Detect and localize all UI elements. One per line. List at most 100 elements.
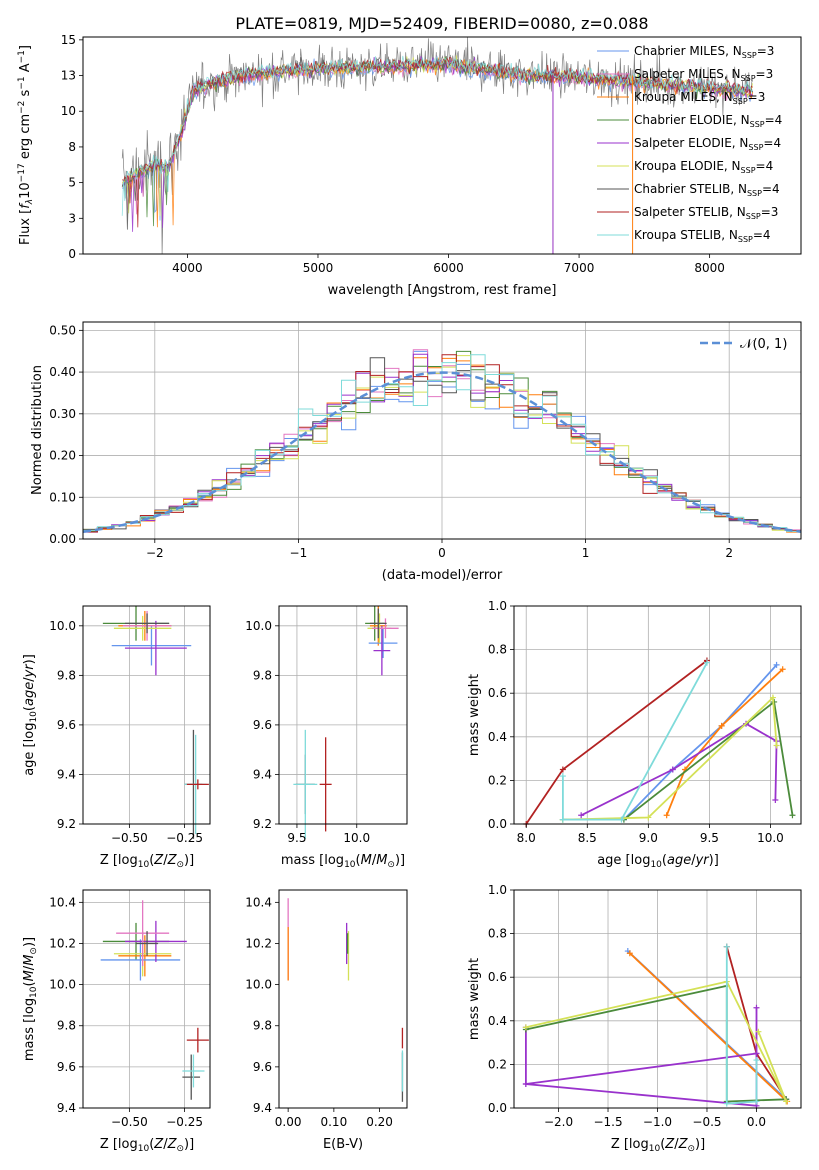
x-tick-label: 1 (582, 546, 590, 560)
y-tick-label: 9.8 (57, 1019, 76, 1033)
weight-vs-age-frame (513, 605, 802, 825)
spectrum-series (121, 36, 754, 255)
legend-label: Salpeter STELIB, NSSP=3 (634, 205, 778, 221)
mass-vs-z-frame (82, 889, 211, 1109)
weight-marker (618, 816, 625, 823)
y-tick-label: 0.8 (488, 927, 507, 941)
y-tick-label: 0.0 (488, 817, 507, 831)
spectrum-ticks: 4000 5000 6000 7000 8000 0 3 5 8 10 13 15 (61, 33, 725, 275)
weight-marker (753, 1004, 760, 1011)
model-spectrum-line (121, 56, 753, 228)
weight-vs-z-panel: −2.0 −1.5 −1.0 −0.5 0.0 0.0 0.2 0.4 0.6 0.8 1.0 Z … (467, 883, 802, 1154)
y-tick-label: 0.6 (488, 686, 507, 700)
age-vs-z-panel: −0.50 −0.25 9.2 9.4 9.6 9.8 10.0 Z [log10(Z/Z⊙… (22, 605, 211, 870)
weight-marker (753, 1098, 760, 1105)
weight-marker (755, 1028, 762, 1035)
weight-marker (559, 766, 566, 773)
y-tick-label: 0.50 (49, 323, 76, 337)
legend-label: Salpeter ELODIE, NSSP=4 (634, 136, 781, 152)
mass-vs-z-panel: −0.50 −0.25 9.4 9.6 9.8 10.0 10.2 10.4 Z [log10… (22, 889, 211, 1154)
y-tick-label: 10.2 (245, 936, 272, 950)
x-tick-label: 9.0 (639, 831, 658, 845)
y-tick-label: 0 (68, 247, 76, 261)
weight-marker (789, 812, 796, 819)
x-tick-label: 0 (438, 546, 446, 560)
y-tick-label: 0.40 (49, 365, 76, 379)
y-tick-label: 0.30 (49, 407, 76, 421)
mass-vs-ebv-frame (278, 889, 408, 1109)
x-tick-label: 0.10 (320, 1115, 347, 1129)
y-tick-label: 9.8 (253, 668, 272, 682)
weight-line (623, 664, 778, 821)
weight-marker (645, 814, 652, 821)
y-tick-label: 10.0 (245, 978, 272, 992)
y-tick-label: 10.4 (49, 895, 76, 909)
weight-marker (779, 666, 786, 673)
x-tick-label: 10.0 (343, 831, 370, 845)
mass-vs-ebv-ticks: 0.00 0.10 0.20 9.4 9.6 9.8 10.0 10.2 10.4 (245, 895, 393, 1129)
residuals-legend: 𝒩(0, 1) (700, 337, 787, 352)
x-tick-label: −1 (290, 546, 308, 560)
x-tick-label: 4000 (172, 261, 203, 275)
y-tick-label: 0.8 (488, 643, 507, 657)
y-tick-label: 0.0 (488, 1101, 507, 1115)
mass-vs-z-points (100, 900, 209, 1100)
age-vs-z-xlabel: Z [log10(Z/Z⊙)] (100, 853, 194, 870)
legend-label: Chabrier STELIB, NSSP=4 (634, 182, 780, 198)
y-tick-label: 10.0 (49, 619, 76, 633)
residuals-legend-label: 𝒩(0, 1) (740, 337, 787, 352)
x-tick-label: 8000 (694, 261, 725, 275)
mass-vs-z-ylabel: mass [log10(M/M⊙)] (22, 937, 39, 1061)
weight-marker (718, 722, 725, 729)
residuals-panel: −2 −1 0 1 20.000.100.200.300.400.50 𝒩(0, 1) … (30, 321, 802, 583)
weight-vs-age-ticks: 8.0 8.5 9.0 9.5 10.0 0.0 0.2 0.4 0.6 0.8 1.0 (488, 599, 784, 845)
legend-label: Chabrier ELODIE, NSSP=4 (634, 113, 782, 129)
x-tick-label: −1.0 (643, 1115, 672, 1129)
y-tick-label: 9.6 (253, 718, 272, 732)
age-vs-z-frame (82, 605, 211, 825)
x-tick-label: 7000 (564, 261, 595, 275)
y-tick-label: 13 (61, 69, 76, 83)
weight-marker (783, 1098, 790, 1105)
y-tick-label: 9.4 (57, 1101, 76, 1115)
normal-reference-curve (82, 371, 802, 533)
y-tick-label: 3 (68, 211, 76, 225)
weight-marker (578, 812, 585, 819)
weight-line (725, 946, 758, 1105)
y-tick-label: 9.4 (57, 767, 76, 781)
y-tick-label: 9.6 (57, 718, 76, 732)
legend-label: Kroupa STELIB, NSSP=4 (634, 228, 771, 244)
spectrum-xlabel: wavelength [Angstrom, rest frame] (328, 283, 557, 298)
y-tick-label: 10 (61, 104, 76, 118)
weight-marker (772, 797, 779, 804)
spectrum-ylabel: Flux [fλ10−17 erg cm−2 s−1 A−1] (17, 45, 35, 245)
spectrum-legend: Chabrier MILES, NSSP=3 Salpeter MILES, NS… (597, 44, 782, 244)
y-tick-label: 9.2 (57, 817, 76, 831)
figure-title: PLATE=0819, MJD=52409, FIBERID=0080, z=0… (235, 14, 648, 33)
x-tick-label: 0.0 (747, 1115, 766, 1129)
x-tick-label: −0.5 (692, 1115, 721, 1129)
x-tick-label: −0.50 (111, 831, 148, 845)
weight-vs-age-panel: 8.0 8.5 9.0 9.5 10.0 0.0 0.2 0.4 0.6 0.8 1.0 age [… (467, 599, 802, 870)
y-tick-label: 0.4 (488, 730, 507, 744)
weight-marker (626, 950, 633, 957)
y-tick-label: 1.0 (488, 883, 507, 897)
x-tick-label: −0.25 (166, 1115, 203, 1129)
y-tick-label: 9.4 (253, 767, 272, 781)
x-tick-label: 0.00 (275, 1115, 302, 1129)
legend-label: Kroupa MILES, NSSP=3 (634, 90, 765, 106)
x-tick-label: −0.50 (111, 1115, 148, 1129)
weight-line (562, 695, 778, 821)
y-tick-label: 1.0 (488, 599, 507, 613)
y-tick-label: 5 (68, 176, 76, 190)
weight-marker (773, 661, 780, 668)
weight-line (629, 952, 788, 1103)
y-tick-label: 0.2 (488, 1057, 507, 1071)
weight-marker (522, 1081, 529, 1088)
age-vs-mass-points (293, 606, 399, 839)
y-tick-label: 0.00 (49, 532, 76, 546)
legend-label: Salpeter MILES, NSSP=3 (634, 67, 773, 83)
spectrum-panel: 4000 5000 6000 7000 8000 0 3 5 8 10 13 15 Chabrier … (17, 33, 802, 298)
weight-marker (753, 1050, 760, 1057)
